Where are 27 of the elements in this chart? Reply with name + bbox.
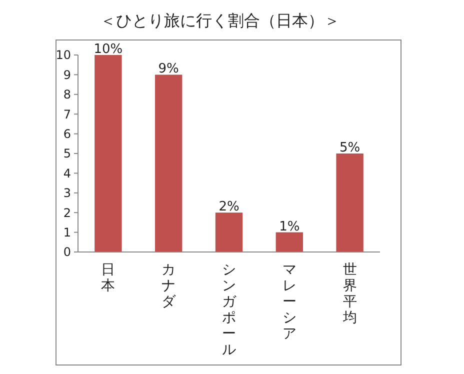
- y-tick-label: 4: [63, 166, 71, 180]
- y-tick-label: 5: [63, 146, 71, 161]
- data-label: 10%: [94, 42, 123, 57]
- y-tick-label: 2: [63, 206, 71, 220]
- data-label: 2%: [218, 200, 240, 215]
- bar: [276, 232, 303, 252]
- y-tick-label: 7: [63, 107, 71, 122]
- y-tick-label: 3: [63, 186, 71, 200]
- y-tick-label: 9: [63, 68, 71, 82]
- y-tick-label: 1: [63, 226, 71, 240]
- y-tick-label: 6: [63, 127, 71, 141]
- x-tick-label: シンガポール: [222, 262, 237, 358]
- y-tick-label: 8: [63, 88, 71, 102]
- x-tick-label: マレーシア: [282, 262, 296, 342]
- data-label: 1%: [279, 219, 300, 234]
- x-tick-label: 日本: [101, 262, 116, 294]
- bar: [336, 154, 364, 252]
- x-tick-label: カナダ: [162, 262, 177, 310]
- x-tick-label: 世界平均: [342, 262, 357, 326]
- bar: [155, 74, 182, 252]
- bar: [215, 212, 243, 252]
- chart-title: ＜ひとり旅に行く割合（日本）＞: [100, 11, 340, 30]
- data-label: 9%: [158, 62, 179, 77]
- y-tick-label: 0: [63, 245, 71, 260]
- bar: [94, 55, 122, 252]
- y-tick-label: 10: [56, 48, 71, 62]
- data-label: 5%: [339, 140, 360, 156]
